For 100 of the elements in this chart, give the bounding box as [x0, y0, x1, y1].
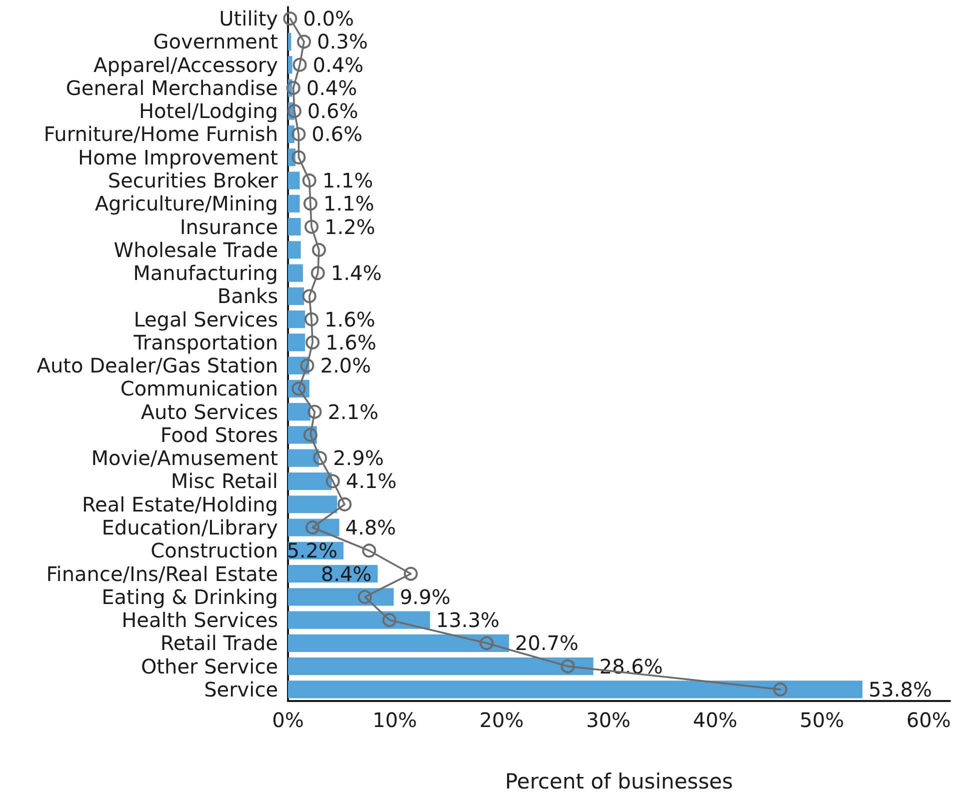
bar: [288, 634, 510, 652]
point: [292, 150, 306, 164]
bar: [288, 496, 338, 514]
data-label: 1.1%: [322, 168, 374, 192]
point: [382, 613, 396, 628]
y-tick-label: Education/Library: [102, 516, 278, 540]
point: [338, 497, 352, 512]
data-label: 2.1%: [328, 400, 379, 424]
y-tick-label: Manufacturing: [133, 261, 278, 286]
data-label: 4.8%: [345, 516, 396, 540]
y-tick-label: Banks: [217, 284, 278, 308]
point: [292, 58, 307, 72]
bar: [288, 56, 292, 74]
y-tick-label: Communication: [120, 376, 278, 401]
point: [300, 358, 314, 373]
bar: [288, 680, 862, 698]
y-tick-label: Food Stores: [160, 422, 278, 447]
x-axis-title: Percent of businesses: [505, 770, 733, 794]
y-tick-label: Other Service: [140, 654, 278, 678]
point: [560, 659, 575, 674]
bar: [288, 403, 310, 421]
y-tick-label: Real Estate/Holding: [82, 492, 278, 516]
y-tick-label: Furniture/Home Furnish: [44, 122, 278, 146]
data-label: 1.6%: [326, 330, 376, 354]
point: [304, 312, 318, 326]
bar: [288, 194, 300, 212]
y-tick-label: Auto Services: [140, 400, 278, 424]
x-tick-label: 20%: [479, 708, 524, 732]
y-tick-label: Service: [204, 677, 278, 702]
bar: [288, 449, 319, 467]
point: [312, 242, 326, 257]
bar: [288, 287, 304, 305]
data-label: 8.4%: [320, 562, 372, 586]
bar: [288, 588, 394, 606]
x-tick-label: 10%: [372, 708, 417, 732]
bar: [288, 472, 332, 490]
point: [358, 590, 372, 604]
point: [313, 451, 328, 466]
y-tick-label: Construction: [150, 538, 278, 563]
point: [404, 566, 418, 581]
point: [302, 289, 316, 304]
x-tick-label: 60%: [906, 708, 951, 732]
point: [292, 127, 306, 142]
point: [283, 12, 298, 26]
y-tick-label: Misc Retail: [170, 469, 278, 494]
point: [326, 474, 340, 488]
bar: [288, 241, 301, 259]
data-label: 9.9%: [400, 584, 451, 609]
bar: [288, 658, 594, 676]
data-label: 1.2%: [324, 214, 376, 239]
y-tick-label: Transportation: [132, 330, 278, 354]
y-tick-label: Hotel/Lodging: [138, 99, 278, 124]
data-label: 4.1%: [346, 469, 397, 494]
x-tick-label: 0%: [272, 708, 304, 732]
point: [303, 196, 318, 211]
x-tick-label: 30%: [586, 708, 631, 732]
data-label: 5.2%: [286, 538, 338, 563]
point: [297, 34, 312, 49]
data-label: 1.4%: [330, 261, 382, 286]
bar: [288, 310, 306, 328]
y-tick-label: Home Improvement: [78, 145, 278, 170]
y-tick-label: Retail Trade: [160, 631, 278, 656]
x-tick-label: 40%: [692, 708, 738, 732]
y-tick-label: Eating & Drinking: [102, 584, 278, 609]
data-label: 0.6%: [307, 99, 358, 124]
y-tick-label: Wholesale Trade: [114, 238, 278, 262]
point: [304, 220, 318, 234]
y-tick-label: Government: [153, 30, 278, 54]
data-label: 0.4%: [306, 76, 358, 100]
y-tick-label: Insurance: [180, 214, 278, 239]
point: [306, 335, 320, 350]
data-label: 0.6%: [312, 122, 362, 146]
point: [480, 636, 494, 650]
point: [308, 404, 322, 419]
point: [310, 266, 325, 280]
bar: [288, 334, 306, 352]
point: [303, 428, 318, 442]
point: [286, 80, 300, 95]
point: [287, 104, 302, 118]
y-tick-label: Health Services: [122, 608, 278, 632]
x-tick-label: 50%: [800, 708, 844, 732]
data-label: 0.4%: [312, 52, 364, 77]
y-tick-label: Utility: [219, 6, 278, 31]
point: [362, 544, 376, 558]
data-label: 1.1%: [323, 192, 374, 216]
bar: [288, 172, 300, 190]
bar: [288, 32, 292, 50]
data-label: 0.0%: [303, 6, 354, 31]
data-label: 20.7%: [515, 631, 579, 656]
data-label: 0.3%: [317, 30, 368, 54]
point: [302, 174, 316, 188]
y-tick-label: Auto Dealer/Gas Station: [36, 354, 278, 378]
bar: [288, 264, 303, 282]
y-tick-label: Finance/Ins/Real Estate: [46, 562, 278, 586]
bar: [288, 218, 301, 236]
data-label: 13.3%: [436, 608, 500, 632]
point: [773, 682, 788, 696]
data-label: 2.0%: [320, 354, 372, 378]
bar: [288, 611, 430, 629]
y-tick-label: Securities Broker: [108, 168, 279, 192]
